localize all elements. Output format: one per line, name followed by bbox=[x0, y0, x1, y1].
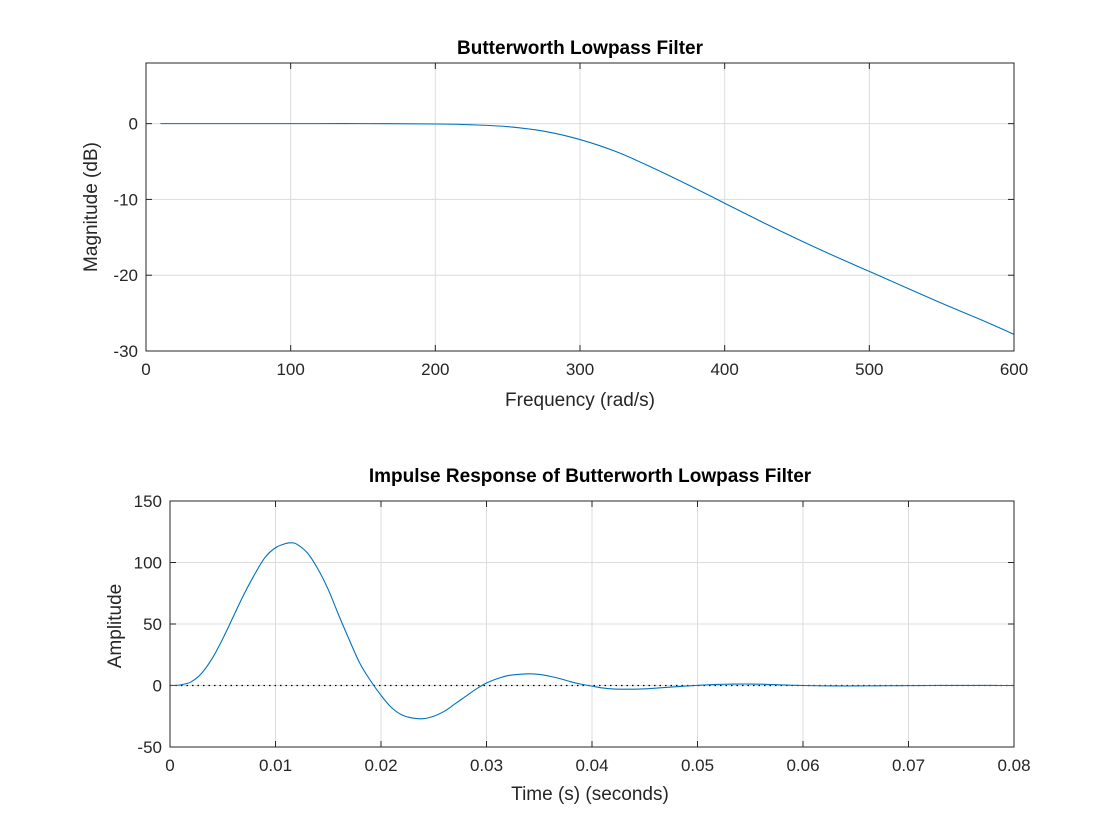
magnitude-axes: 0 100 200 300 400 500 600 -30 -20 -10 0 Butterwort… bbox=[81, 38, 1028, 411]
impulse-y-axis-label: Amplitude bbox=[105, 584, 126, 669]
impulse-chart-title: Impulse Response of Butterworth Lowpass … bbox=[369, 466, 812, 487]
magnitude-axes-border bbox=[145, 62, 1015, 352]
y-tick-label: -10 bbox=[113, 190, 138, 209]
impulse-axes: 0 0.01 0.02 0.03 0.04 0.05 0.06 0.07 0.08-500501… bbox=[105, 466, 1031, 805]
y-tick-label: 50 bbox=[143, 615, 162, 634]
x-tick-label: 0 bbox=[165, 756, 174, 775]
x-tick-label: 0.03 bbox=[470, 756, 503, 775]
x-tick-label: 0.07 bbox=[892, 756, 925, 775]
y-tick-label: 0 bbox=[129, 115, 138, 134]
impulse-series-line bbox=[169, 542, 1015, 720]
x-tick-label: 0.04 bbox=[575, 756, 608, 775]
y-tick-label: -30 bbox=[113, 342, 138, 361]
x-tick-label: 0.01 bbox=[259, 756, 292, 775]
x-tick-label: 500 bbox=[855, 360, 883, 379]
y-tick-label: 100 bbox=[134, 554, 162, 573]
y-tick-label: -20 bbox=[113, 266, 138, 285]
magnitude-y-axis-label: Magnitude (dB) bbox=[81, 142, 102, 272]
x-tick-label: 400 bbox=[710, 360, 738, 379]
magnitude-x-axis-label: Frequency (rad/s) bbox=[505, 390, 655, 411]
x-tick-label: 0.02 bbox=[364, 756, 397, 775]
x-tick-label: 0.05 bbox=[681, 756, 714, 775]
magnitude-chart-title: Butterworth Lowpass Filter bbox=[457, 38, 704, 59]
x-tick-label: 0.08 bbox=[997, 756, 1030, 775]
x-tick-label: 100 bbox=[276, 360, 304, 379]
x-tick-label: 300 bbox=[566, 360, 594, 379]
x-tick-label: 200 bbox=[421, 360, 449, 379]
x-tick-label: 600 bbox=[1000, 360, 1028, 379]
magnitude-ticks: 0 100 200 300 400 500 600 -30 -20 -10 0 bbox=[113, 63, 1028, 379]
impulse-x-axis-label: Time (s) (seconds) bbox=[511, 784, 669, 805]
x-tick-label: 0 bbox=[141, 360, 150, 379]
x-tick-label: 0.06 bbox=[786, 756, 819, 775]
y-tick-label: 0 bbox=[153, 677, 162, 696]
magnitude-series-line bbox=[160, 123, 1015, 335]
y-tick-label: -50 bbox=[137, 738, 162, 757]
y-tick-label: 150 bbox=[134, 492, 162, 511]
impulse-axes-border bbox=[169, 500, 1015, 748]
